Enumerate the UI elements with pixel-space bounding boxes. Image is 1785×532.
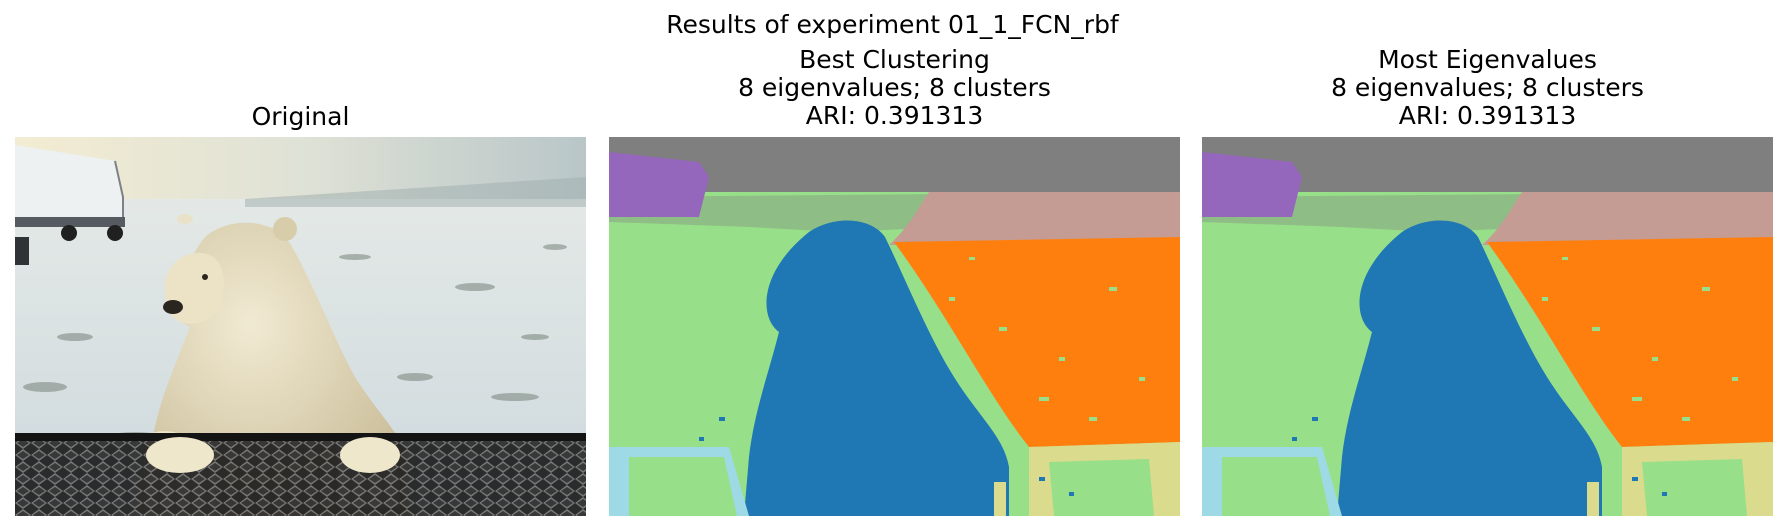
panel-most-eigenvalues: Most Eigenvalues 8 eigenvalues; 8 cluste… [1202, 0, 1773, 532]
fence-mesh [15, 437, 586, 516]
panel-title-line: 8 eigenvalues; 8 clusters [738, 73, 1051, 102]
polar-bear-photo [15, 137, 586, 516]
panel-original: Original [15, 0, 586, 532]
panel-title-line: Most Eigenvalues [1378, 45, 1597, 74]
panel-best-clustering: Best Clustering 8 eigenvalues; 8 cluster… [609, 0, 1180, 532]
figure-suptitle: Results of experiment 01_1_FCN_rbf [666, 10, 1119, 39]
truck-trailer [15, 145, 125, 265]
panel-title-line: Best Clustering [799, 45, 990, 74]
segmentation-map [609, 137, 1180, 516]
segmentation-map [1202, 137, 1773, 516]
panel-title-most-eigenvalues: Most Eigenvalues 8 eigenvalues; 8 cluste… [1202, 46, 1773, 130]
panel-title-line: ARI: 0.391313 [805, 101, 984, 130]
panel-title-line: ARI: 0.391313 [1398, 101, 1577, 130]
panel-title-line: Original [251, 102, 350, 131]
panel-title-original: Original [15, 103, 586, 131]
panel-title-best-clustering: Best Clustering 8 eigenvalues; 8 cluster… [609, 46, 1180, 130]
panel-title-line: 8 eigenvalues; 8 clusters [1331, 73, 1644, 102]
